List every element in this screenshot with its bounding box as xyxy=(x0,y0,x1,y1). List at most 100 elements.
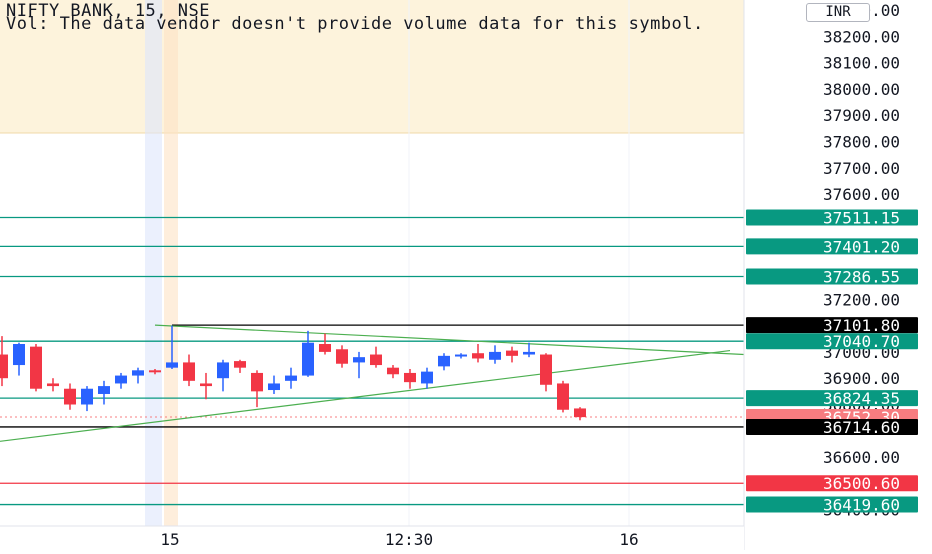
x-tick-label: 12:30 xyxy=(385,530,433,549)
candle-body xyxy=(30,346,42,389)
candle xyxy=(302,330,314,377)
candle xyxy=(217,359,229,392)
y-tick-label: 36600.00 xyxy=(823,448,900,467)
candle xyxy=(115,372,127,389)
candle xyxy=(13,342,25,376)
candle-body xyxy=(47,383,59,387)
y-tick-label: 37900.00 xyxy=(823,106,900,125)
candle-body xyxy=(200,383,212,387)
candle xyxy=(64,383,76,410)
level-label: 36419.60 xyxy=(823,496,900,515)
candle-body xyxy=(506,350,518,356)
y-tick-label: 36900.00 xyxy=(823,369,900,388)
level-label-box xyxy=(746,268,918,285)
level-label-box xyxy=(746,333,918,350)
level-label: 37511.15 xyxy=(823,208,900,227)
y-tick-label: 37600.00 xyxy=(823,185,900,204)
candle-body xyxy=(183,362,195,381)
level-label: 36714.60 xyxy=(823,418,900,437)
candle xyxy=(540,353,552,392)
candle-body xyxy=(353,357,365,363)
level-label-box xyxy=(746,496,918,513)
candle xyxy=(353,351,365,379)
symbol-legend[interactable]: NIFTY BANK, 15, NSE xyxy=(6,1,210,21)
y-tick-label: 38000.00 xyxy=(823,80,900,99)
candle xyxy=(81,386,93,412)
candle-body xyxy=(404,372,416,383)
candle xyxy=(166,325,178,369)
candle-body xyxy=(421,371,433,384)
level-label: 37040.70 xyxy=(823,332,900,351)
candle xyxy=(268,375,280,394)
candle-body xyxy=(81,388,93,405)
candle-body xyxy=(574,408,586,418)
candle-body xyxy=(285,375,297,381)
level-label: 36824.35 xyxy=(823,389,900,408)
candle xyxy=(47,378,59,392)
candle xyxy=(506,346,518,363)
candle xyxy=(387,365,399,379)
volume-notice-band xyxy=(0,0,744,133)
candle xyxy=(574,407,586,421)
candle xyxy=(234,359,246,373)
candle-body xyxy=(557,383,569,410)
session-highlight xyxy=(164,0,178,526)
candle xyxy=(370,346,382,368)
candle-body xyxy=(166,362,178,368)
trendline-lower xyxy=(0,349,731,442)
y-tick-label: 38200.00 xyxy=(823,27,900,46)
candle xyxy=(455,353,467,359)
candle xyxy=(523,342,535,358)
level-label: 37286.55 xyxy=(823,268,900,287)
candle-body xyxy=(387,367,399,375)
candle xyxy=(30,344,42,392)
candle-body xyxy=(438,355,450,367)
candle xyxy=(149,368,161,375)
candle-body xyxy=(251,372,263,392)
candle xyxy=(421,367,433,389)
level-label-box xyxy=(746,475,918,492)
candle-body xyxy=(234,361,246,368)
candle-body xyxy=(13,344,25,366)
level-label-box xyxy=(746,238,918,255)
candle xyxy=(404,368,416,389)
session-highlight xyxy=(145,0,162,526)
candle-body xyxy=(455,354,467,357)
candle xyxy=(285,367,297,389)
candle-body xyxy=(98,386,110,394)
level-label-box xyxy=(746,418,918,435)
candle xyxy=(200,372,212,400)
candle-body xyxy=(489,351,501,360)
currency-button[interactable]: INR xyxy=(806,3,870,22)
candle-body xyxy=(319,344,331,352)
x-tick-label: 15 xyxy=(160,530,179,549)
candle-body xyxy=(472,353,484,359)
volume-notice: Vol: The data vendor doesn't provide vol… xyxy=(6,14,704,34)
y-tick-label: 37200.00 xyxy=(823,290,900,309)
candle xyxy=(251,370,263,408)
candle xyxy=(132,367,144,384)
candle xyxy=(319,333,331,355)
candle-body xyxy=(217,362,229,379)
y-tick-label: 37800.00 xyxy=(823,133,900,152)
candle xyxy=(472,344,484,363)
x-tick-label: 16 xyxy=(619,530,638,549)
candle xyxy=(438,353,450,371)
candle-body xyxy=(132,370,144,376)
candle-body xyxy=(540,354,552,385)
candle xyxy=(0,336,8,387)
candle xyxy=(489,345,501,364)
y-tick-label: 37700.00 xyxy=(823,159,900,178)
time-axis xyxy=(0,526,744,550)
candle-body xyxy=(336,349,348,364)
level-label: 37101.80 xyxy=(823,316,900,335)
candle xyxy=(557,380,569,413)
level-label: 37401.20 xyxy=(823,237,900,256)
candle-body xyxy=(149,370,161,373)
level-label-box xyxy=(746,209,918,226)
candle-body xyxy=(302,342,314,376)
candle-body xyxy=(115,375,127,384)
candle xyxy=(98,380,110,405)
